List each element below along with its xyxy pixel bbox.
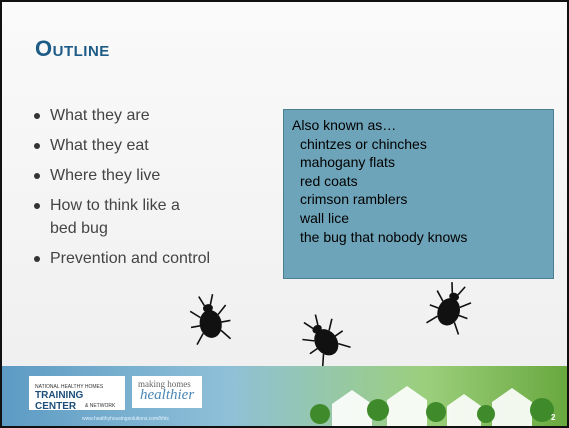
slide: Outline What they are What they eat Wher… (0, 0, 569, 428)
footer-url: www.healthyhousingsolutions.com/hhtc (82, 416, 169, 422)
footer: NATIONAL HEALTHY HOMES TRAINING CENTER &… (2, 366, 567, 426)
bug-image (424, 278, 478, 336)
bug-image (293, 307, 353, 366)
bug-image (186, 292, 234, 345)
bugs (2, 2, 567, 366)
page-number: 2 (551, 413, 555, 422)
